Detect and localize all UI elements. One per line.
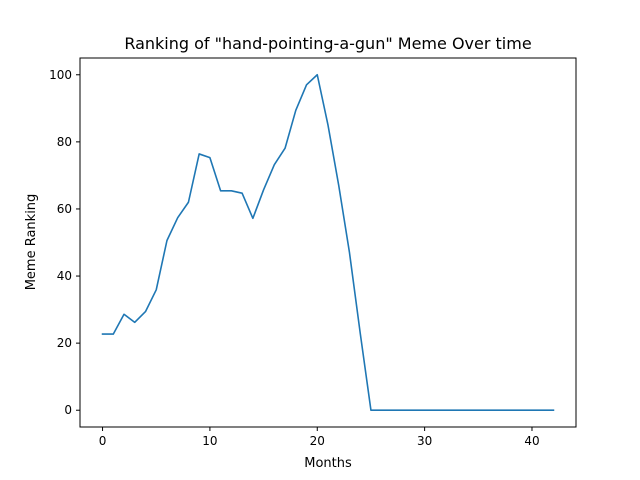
x-tick-label: 40 <box>524 434 539 448</box>
axes-frame <box>79 57 577 428</box>
y-tick-label: 60 <box>57 202 72 216</box>
y-tick-label: 0 <box>64 403 72 417</box>
x-axis: 0 10 20 30 40 <box>99 427 540 448</box>
x-tick-label: 10 <box>202 434 217 448</box>
chart-title: Ranking of "hand-pointing-a-gun" Meme Ov… <box>124 34 531 53</box>
y-tick-label: 20 <box>57 336 72 350</box>
series-line <box>101 73 555 412</box>
plot-area <box>101 73 555 412</box>
x-tick-label: 20 <box>310 434 325 448</box>
y-tick-label: 40 <box>57 269 72 283</box>
x-axis-label: Months <box>304 456 352 471</box>
y-tick-label: 100 <box>49 68 72 82</box>
y-axis: 0 20 40 60 80 100 <box>49 68 80 417</box>
y-tick-label: 80 <box>57 135 72 149</box>
x-tick-label: 0 <box>99 434 107 448</box>
x-tick-label: 30 <box>417 434 432 448</box>
y-axis-label: Meme Ranking <box>24 194 39 291</box>
